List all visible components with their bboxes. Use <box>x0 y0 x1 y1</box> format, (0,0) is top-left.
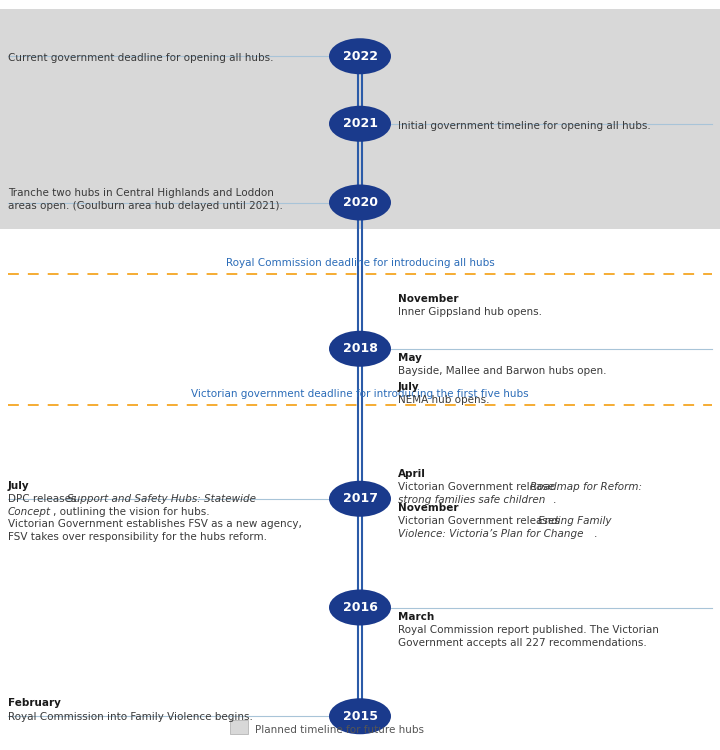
Text: Violence: Victoria’s Plan for Change: Violence: Victoria’s Plan for Change <box>398 529 583 538</box>
Text: NEMA hub opens.: NEMA hub opens. <box>398 395 490 405</box>
Text: , outlining the vision for hubs.: , outlining the vision for hubs. <box>53 507 210 517</box>
Ellipse shape <box>329 698 391 734</box>
Text: Ending Family: Ending Family <box>538 516 611 526</box>
Text: Planned timeline for future hubs: Planned timeline for future hubs <box>255 725 424 735</box>
Text: May: May <box>398 352 422 363</box>
Text: July: July <box>398 382 420 392</box>
Text: .: . <box>553 495 557 505</box>
Text: March: March <box>398 611 434 622</box>
Text: November: November <box>398 503 459 513</box>
FancyBboxPatch shape <box>230 720 248 734</box>
Text: DPC releases: DPC releases <box>8 494 80 504</box>
Text: 2022: 2022 <box>343 50 377 63</box>
Text: Royal Commission deadline for introducing all hubs: Royal Commission deadline for introducin… <box>225 258 495 268</box>
Ellipse shape <box>329 331 391 367</box>
FancyBboxPatch shape <box>0 9 720 229</box>
Text: July: July <box>8 481 30 490</box>
Ellipse shape <box>329 106 391 142</box>
Text: April: April <box>398 469 426 478</box>
Text: November: November <box>398 294 459 304</box>
Text: Victorian Government releases: Victorian Government releases <box>398 516 563 526</box>
Text: Royal Commission into Family Violence begins.: Royal Commission into Family Violence be… <box>8 712 253 722</box>
Text: .: . <box>594 529 598 538</box>
Ellipse shape <box>329 590 391 626</box>
Text: Victorian Government release: Victorian Government release <box>398 482 557 492</box>
Text: Tranche two hubs in Central Highlands and Loddon: Tranche two hubs in Central Highlands an… <box>8 188 274 199</box>
Text: Victorian government deadline for introducing the first five hubs: Victorian government deadline for introd… <box>192 389 528 399</box>
Text: 2015: 2015 <box>343 710 377 723</box>
Text: 2016: 2016 <box>343 601 377 614</box>
Text: February: February <box>8 698 61 708</box>
Text: 2017: 2017 <box>343 492 377 506</box>
Ellipse shape <box>329 38 391 74</box>
Text: 2020: 2020 <box>343 196 377 209</box>
Text: 2021: 2021 <box>343 117 377 130</box>
Ellipse shape <box>329 184 391 220</box>
Text: strong families safe children: strong families safe children <box>398 495 545 505</box>
Text: Royal Commission report published. The Victorian: Royal Commission report published. The V… <box>398 625 659 635</box>
Text: Bayside, Mallee and Barwon hubs open.: Bayside, Mallee and Barwon hubs open. <box>398 366 606 376</box>
Text: Initial government timeline for opening all hubs.: Initial government timeline for opening … <box>398 121 651 130</box>
Text: Concept: Concept <box>8 507 51 517</box>
Text: Support and Safety Hubs: Statewide: Support and Safety Hubs: Statewide <box>67 494 256 504</box>
Text: Victorian Government establishes FSV as a new agency,: Victorian Government establishes FSV as … <box>8 519 302 530</box>
Text: 2018: 2018 <box>343 342 377 355</box>
Text: FSV takes over responsibility for the hubs reform.: FSV takes over responsibility for the hu… <box>8 532 267 542</box>
Text: Government accepts all 227 recommendations.: Government accepts all 227 recommendatio… <box>398 638 647 649</box>
Text: Inner Gippsland hub opens.: Inner Gippsland hub opens. <box>398 308 542 317</box>
Ellipse shape <box>329 481 391 517</box>
Text: Roadmap for Reform:: Roadmap for Reform: <box>530 482 642 492</box>
Text: areas open. (Goulburn area hub delayed until 2021).: areas open. (Goulburn area hub delayed u… <box>8 201 283 211</box>
Text: Current government deadline for opening all hubs.: Current government deadline for opening … <box>8 53 274 63</box>
